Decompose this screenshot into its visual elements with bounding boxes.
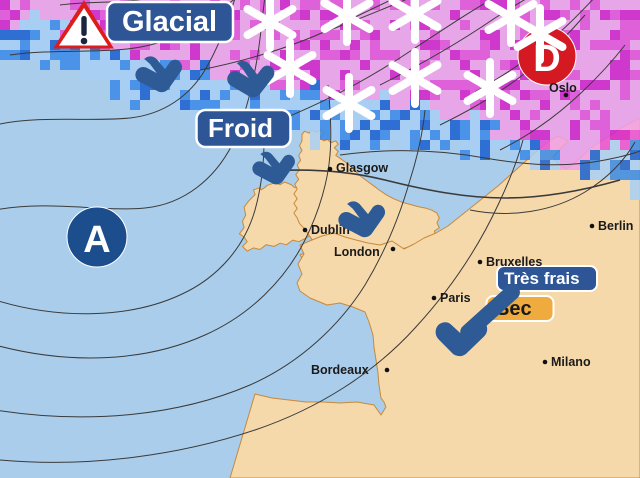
svg-text:A: A [83,219,110,261]
svg-text:Paris: Paris [440,291,471,305]
svg-text:Froid: Froid [208,113,273,143]
svg-text:Oslo: Oslo [549,81,577,95]
svg-text:Bruxelles: Bruxelles [486,255,542,269]
svg-text:London: London [334,245,380,259]
svg-text:Berlin: Berlin [598,219,633,233]
svg-text:Glasgow: Glasgow [336,161,388,175]
svg-text:Bordeaux: Bordeaux [311,363,369,377]
svg-text:Milano: Milano [551,355,591,369]
svg-text:Glacial: Glacial [122,6,217,38]
